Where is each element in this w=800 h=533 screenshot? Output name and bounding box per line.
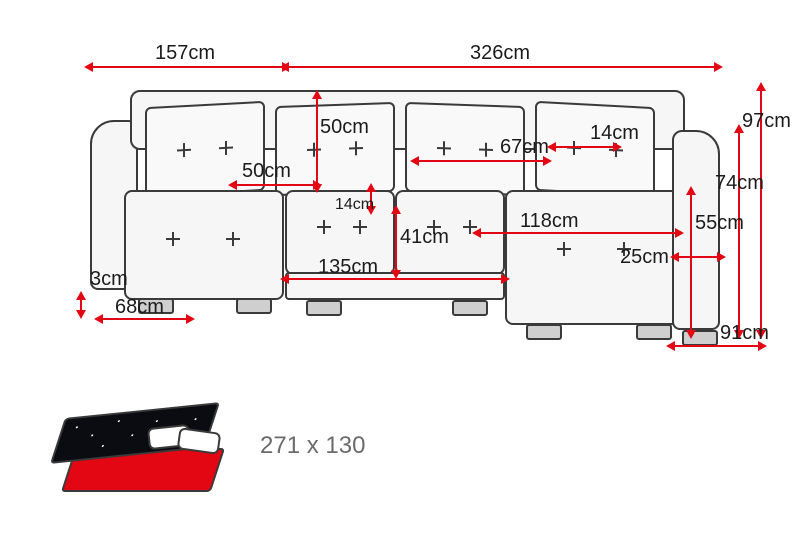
dim-seat-row: 135cm xyxy=(318,256,378,279)
dim-center-w: 67cm xyxy=(500,136,549,159)
dim-seat-h: 41cm xyxy=(400,226,449,249)
dim-back-h: 50cm xyxy=(320,116,369,139)
diagram-stage: 157cm 326cm 50cm 50cm 14cm 41cm 135cm xyxy=(0,0,800,533)
dim-chaise-r: 118cm xyxy=(520,210,579,233)
sleep-surface-icon xyxy=(60,400,230,505)
dim-top-right: 326cm xyxy=(470,42,530,65)
dim-seat-surface-h: 55cm xyxy=(695,212,744,235)
dim-overall-h: 97cm xyxy=(742,110,791,133)
dim-top-left: 157cm xyxy=(155,42,215,65)
dim-left-depth: 68cm xyxy=(115,296,164,319)
dim-back-w: 50cm xyxy=(242,160,291,183)
dim-foot-h: 3cm xyxy=(90,268,128,291)
dim-arm-w: 25cm xyxy=(620,246,669,269)
